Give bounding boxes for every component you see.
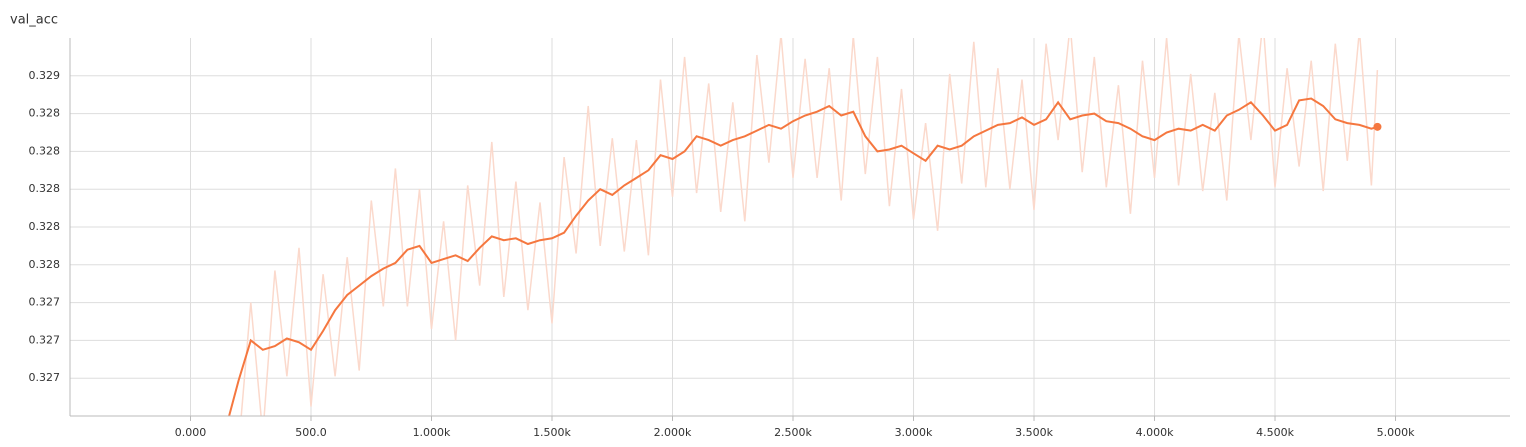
x-tick-label: 3.000k [895,426,933,439]
y-tick-label: 0.329 [29,69,61,82]
x-tick-label: 1.000k [413,426,451,439]
series-line [240,38,1379,416]
last-point [1373,122,1382,131]
series-line [228,97,1378,416]
x-tick-label: 2.000k [654,426,692,439]
y-tick-label: 0.328 [29,220,61,233]
x-tick-label: 4.000k [1136,426,1174,439]
x-tick-label: 0.000 [175,426,207,439]
x-tick-label: 3.500k [1015,426,1053,439]
y-tick-label: 0.327 [29,296,61,309]
y-tick-label: 0.328 [29,144,61,157]
y-tick-label: 0.328 [29,258,61,271]
labels: 0.327 0.327 0.327 0.328 0.328 0.328 0.328 0.328… [29,69,1416,439]
x-tick-label: 4.500k [1256,426,1294,439]
y-tick-label: 0.328 [29,107,61,120]
plot-area [228,38,1382,416]
y-tick-label: 0.328 [29,182,61,195]
x-tick-label: 5.000k [1377,426,1415,439]
x-tick-label: 1.500k [533,426,571,439]
grid [70,38,1510,416]
x-tick-label: 2.500k [774,426,812,439]
chart-title: val_acc [10,13,58,28]
y-tick-label: 0.327 [29,333,61,346]
y-tick-label: 0.327 [29,371,61,384]
x-tick-label: 500.0 [295,426,327,439]
